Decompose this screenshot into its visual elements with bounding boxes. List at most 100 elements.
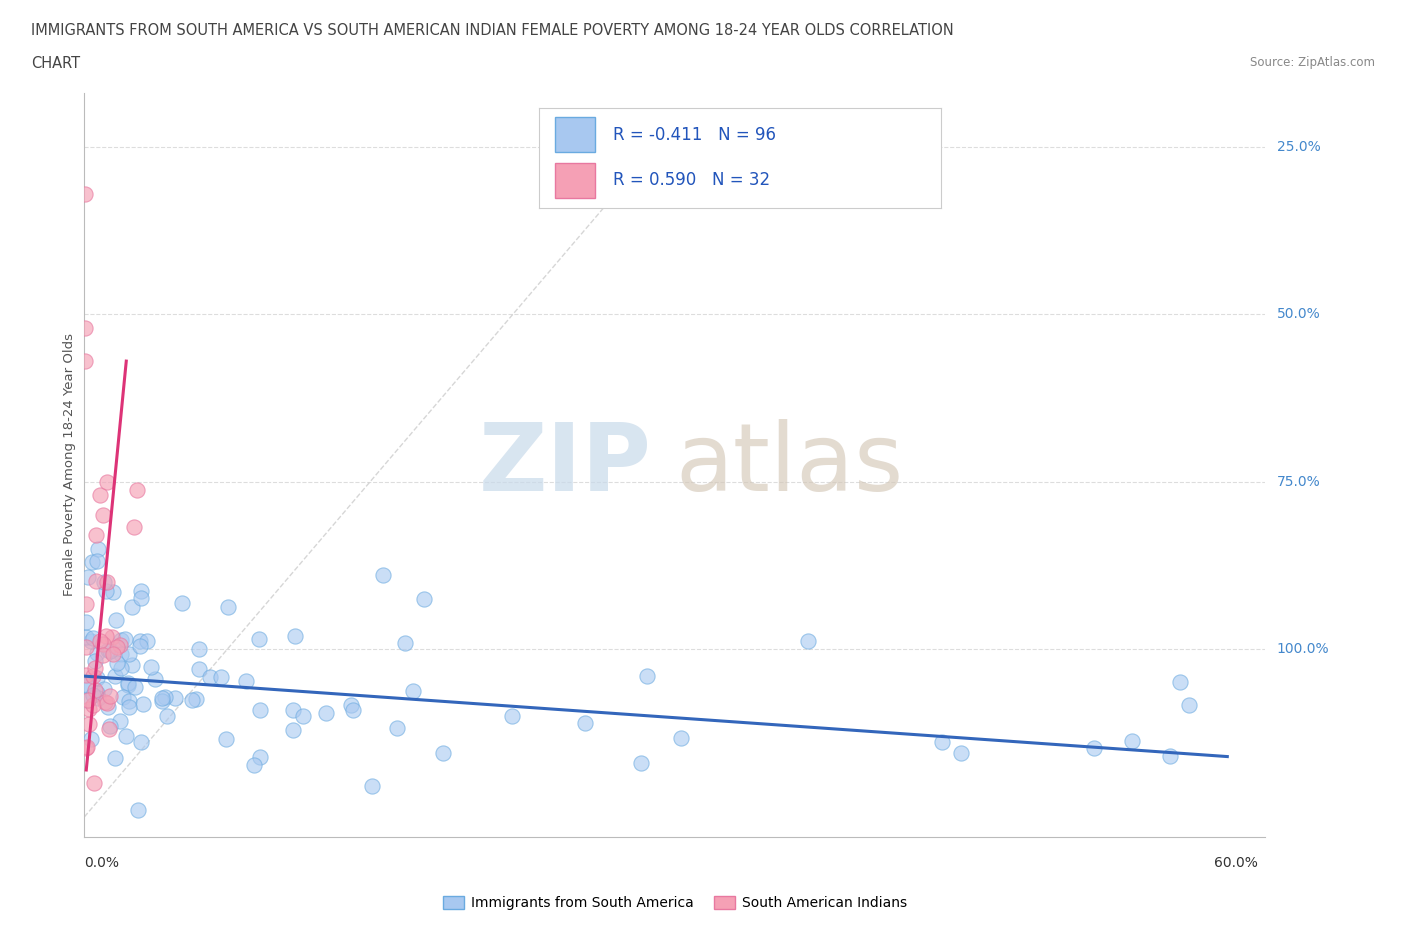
Point: [75, 677, 97, 692]
Point: [114, 631, 136, 646]
Text: ZIP: ZIP: [478, 419, 651, 511]
Text: IMMIGRANTS FROM SOUTH AMERICA VS SOUTH AMERICAN INDIAN FEMALE POVERTY AMONG 18-2: IMMIGRANTS FROM SOUTH AMERICA VS SOUTH A…: [31, 23, 953, 38]
Point: [121, 658, 143, 672]
Point: [75, 640, 97, 655]
Point: [153, 690, 176, 705]
Point: [101, 646, 124, 661]
Point: [77, 717, 100, 732]
Point: [86, 685, 108, 700]
Point: [94, 694, 117, 709]
Point: [80, 732, 103, 747]
Point: [200, 670, 222, 684]
Point: [931, 735, 953, 750]
Point: [121, 599, 143, 614]
Text: CHART: CHART: [31, 56, 80, 71]
Point: [124, 680, 146, 695]
Point: [574, 715, 596, 730]
Point: [170, 596, 193, 611]
Point: [110, 660, 132, 675]
Point: [117, 678, 139, 693]
Point: [1159, 749, 1181, 764]
Point: [108, 713, 131, 728]
Point: [96, 575, 118, 590]
Point: [136, 633, 159, 648]
Point: [315, 705, 337, 720]
Point: [143, 671, 166, 686]
Point: [86, 553, 108, 568]
Text: 60.0%: 60.0%: [1215, 856, 1258, 870]
Point: [630, 755, 652, 770]
Point: [94, 583, 117, 598]
Point: [394, 636, 416, 651]
Y-axis label: Female Poverty Among 18-24 Year Olds: Female Poverty Among 18-24 Year Olds: [63, 334, 76, 596]
Point: [150, 694, 173, 709]
Point: [291, 709, 314, 724]
Point: [75, 615, 97, 630]
Point: [97, 722, 120, 737]
Point: [342, 702, 364, 717]
Point: [93, 647, 115, 662]
Point: [87, 541, 110, 556]
Point: [129, 591, 152, 605]
Point: [104, 613, 127, 628]
Point: [75, 668, 97, 683]
Point: [371, 567, 394, 582]
Point: [117, 675, 139, 690]
Point: [110, 632, 132, 647]
Point: [82, 631, 104, 645]
Point: [281, 723, 304, 737]
Point: [243, 758, 266, 773]
Point: [150, 691, 173, 706]
Point: [101, 584, 124, 599]
Point: [93, 682, 115, 697]
Point: [180, 692, 202, 707]
Point: [187, 661, 209, 676]
Point: [217, 600, 239, 615]
Point: [97, 699, 120, 714]
Point: [96, 696, 118, 711]
Text: 25.0%: 25.0%: [1277, 140, 1320, 153]
Text: 50.0%: 50.0%: [1277, 307, 1320, 321]
Point: [165, 691, 187, 706]
Point: [1121, 734, 1143, 749]
Point: [76, 570, 98, 585]
Point: [82, 555, 104, 570]
Point: [127, 803, 149, 817]
Point: [84, 660, 107, 675]
Point: [797, 633, 820, 648]
Point: [97, 643, 120, 658]
Point: [1178, 698, 1201, 712]
Point: [93, 508, 115, 523]
Point: [75, 320, 97, 335]
Point: [84, 574, 107, 589]
Point: [128, 633, 150, 648]
Point: [82, 668, 104, 683]
Text: Source: ZipAtlas.com: Source: ZipAtlas.com: [1250, 56, 1375, 69]
Point: [949, 745, 972, 760]
Point: [235, 673, 257, 688]
Point: [402, 684, 425, 698]
Point: [77, 678, 100, 693]
Point: [93, 575, 115, 590]
Point: [131, 735, 153, 750]
Point: [75, 741, 97, 756]
Point: [184, 692, 207, 707]
Point: [83, 776, 105, 790]
Point: [79, 702, 101, 717]
Point: [89, 634, 111, 649]
Point: [129, 583, 152, 598]
Point: [636, 669, 658, 684]
Point: [86, 645, 108, 660]
Text: 75.0%: 75.0%: [1277, 474, 1320, 489]
Point: [340, 698, 363, 712]
Point: [76, 740, 98, 755]
Point: [76, 596, 98, 611]
Point: [89, 487, 111, 502]
Point: [87, 691, 110, 706]
Text: atlas: atlas: [675, 419, 903, 511]
Point: [387, 721, 409, 736]
Legend: Immigrants from South America, South American Indians: Immigrants from South America, South Ame…: [437, 891, 912, 916]
Point: [412, 591, 434, 606]
Point: [108, 638, 131, 653]
Point: [284, 629, 307, 644]
